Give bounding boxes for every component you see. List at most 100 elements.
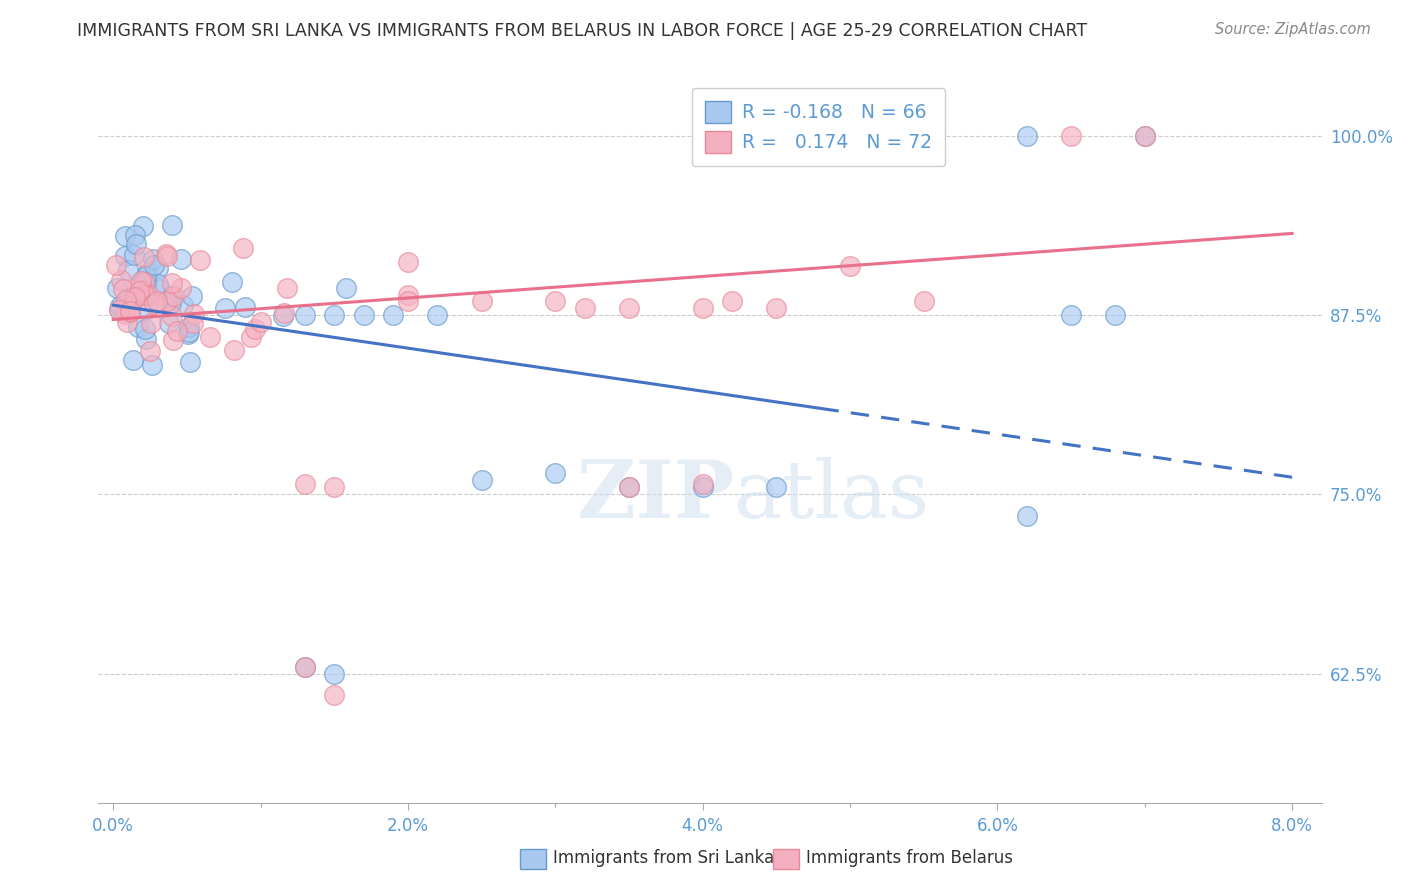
Point: [124, 237, 146, 252]
Point: [1133, 128, 1156, 143]
Point: [1015, 508, 1038, 523]
Point: [155, 247, 177, 261]
Point: [143, 258, 166, 272]
Point: [128, 284, 150, 298]
Point: [160, 219, 183, 233]
Point: [124, 227, 146, 242]
Point: [110, 272, 132, 286]
Point: [276, 280, 298, 294]
Point: [177, 327, 200, 342]
Point: [181, 316, 204, 330]
Point: [115, 293, 138, 307]
Text: IMMIGRANTS FROM SRI LANKA VS IMMIGRANTS FROM BELARUS IN LABOR FORCE | AGE 25-29 : IMMIGRANTS FROM SRI LANKA VS IMMIGRANTS …: [77, 22, 1087, 40]
Point: [129, 274, 152, 288]
Point: [159, 296, 181, 310]
Text: Source: ZipAtlas.com: Source: ZipAtlas.com: [1215, 22, 1371, 37]
Point: [188, 252, 211, 267]
Point: [125, 288, 148, 302]
Point: [198, 330, 221, 344]
Point: [162, 310, 184, 324]
Point: [156, 293, 179, 308]
Point: [617, 301, 640, 315]
Point: [617, 480, 640, 494]
Point: [120, 305, 142, 319]
Point: [135, 302, 157, 317]
Point: [114, 307, 136, 321]
Point: [131, 273, 153, 287]
Point: [396, 254, 419, 268]
Point: [108, 302, 131, 317]
Point: [396, 287, 419, 301]
Point: [765, 301, 787, 315]
Point: [162, 289, 184, 303]
Point: [135, 284, 157, 298]
Point: [132, 250, 155, 264]
Point: [141, 359, 163, 373]
Point: [135, 268, 157, 283]
Point: [131, 283, 153, 297]
Point: [396, 293, 419, 308]
Point: [179, 320, 201, 334]
Point: [146, 277, 169, 292]
Point: [214, 301, 236, 315]
Point: [294, 659, 316, 673]
Point: [115, 315, 138, 329]
Point: [224, 343, 246, 357]
Point: [1060, 308, 1083, 322]
Point: [142, 252, 165, 266]
Point: [353, 308, 375, 322]
Point: [294, 477, 316, 491]
Point: [118, 304, 141, 318]
Point: [132, 219, 155, 234]
Point: [721, 293, 744, 308]
Point: [323, 480, 346, 494]
Point: [323, 308, 346, 322]
Point: [471, 473, 494, 487]
Point: [105, 280, 128, 294]
Point: [127, 319, 149, 334]
Point: [271, 309, 294, 323]
Point: [136, 266, 159, 280]
Point: [617, 480, 640, 494]
Point: [117, 262, 139, 277]
Point: [839, 260, 862, 274]
Point: [114, 249, 136, 263]
Point: [323, 666, 346, 681]
Point: [335, 280, 357, 294]
Point: [112, 282, 135, 296]
Point: [323, 688, 346, 702]
Point: [157, 316, 180, 330]
Point: [382, 308, 405, 322]
Point: [134, 322, 156, 336]
Point: [544, 466, 567, 480]
Point: [273, 306, 295, 320]
Point: [134, 288, 156, 302]
Point: [156, 249, 179, 263]
Point: [105, 258, 128, 272]
Point: [294, 659, 316, 673]
Text: atlas: atlas: [734, 457, 929, 534]
Text: ZIP: ZIP: [578, 457, 734, 534]
Point: [117, 293, 139, 308]
Point: [128, 284, 150, 298]
Point: [146, 261, 169, 276]
Point: [108, 302, 131, 317]
Point: [692, 477, 714, 491]
Point: [692, 301, 714, 315]
Point: [1104, 308, 1126, 322]
Point: [692, 480, 714, 494]
Point: [163, 289, 186, 303]
Point: [172, 298, 194, 312]
Point: [162, 333, 184, 347]
Point: [122, 353, 145, 368]
Point: [124, 290, 146, 304]
Point: [221, 276, 243, 290]
Point: [232, 241, 254, 255]
Point: [233, 301, 256, 315]
Point: [1015, 128, 1038, 143]
Point: [179, 355, 201, 369]
Point: [1060, 128, 1083, 143]
Point: [170, 252, 193, 266]
Point: [170, 280, 193, 294]
Point: [135, 275, 157, 289]
